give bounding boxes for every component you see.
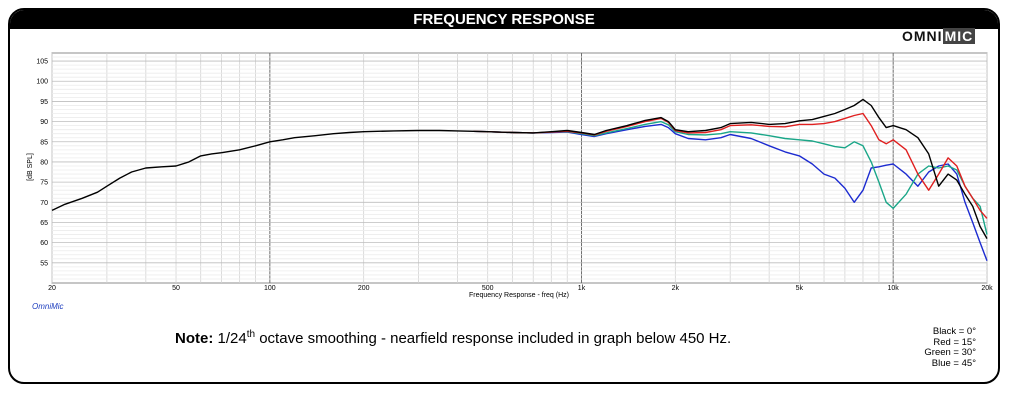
y-tick-label: 75 (40, 180, 48, 187)
x-tick-label: 500 (482, 285, 494, 292)
series-lines (51, 98, 988, 262)
x-tick-label: 2k (672, 285, 680, 292)
x-tick-label: 5k (796, 285, 804, 292)
note-pre: 1/24 (213, 330, 247, 347)
y-tick-label: 70 (40, 200, 48, 207)
x-tick-label: 100 (264, 285, 276, 292)
grid (51, 52, 988, 284)
legend: Black = 0° Red = 15° Green = 30° Blue = … (924, 326, 976, 369)
x-axis-label: Frequency Response - freq (Hz) (469, 292, 569, 299)
chart-title: FREQUENCY RESPONSE (10, 10, 998, 29)
note-post: octave smoothing - nearfield response in… (255, 330, 732, 347)
legend-entry-green: Green = 30° (924, 347, 976, 358)
y-tick-label: 95 (40, 99, 48, 106)
x-tick-label: 10k (888, 285, 900, 292)
tick-labels: 20 50 100 200 500 1k 2k 5k 10k 20k 55 60 65 70 75 80 85 9… (36, 59, 993, 292)
x-tick-label: 50 (172, 285, 180, 292)
y-tick-label: 60 (40, 240, 48, 247)
note-sup: th (246, 329, 256, 340)
y-tick-label: 55 (40, 260, 48, 267)
x-tick-label: 20 (48, 285, 56, 292)
brand-label: OmniMic (32, 302, 64, 311)
smoothing-note: Note: 1/24th octave smoothing - nearfiel… (175, 329, 731, 347)
legend-entry-black: Black = 0° (932, 326, 976, 337)
y-tick-label: 65 (40, 220, 48, 227)
logo-text-omni: OMNI (902, 28, 943, 44)
x-tick-label: 200 (358, 285, 370, 292)
series-line-000000 (51, 98, 988, 239)
logo-text-mic: MIC (942, 28, 976, 44)
plot-area (51, 52, 988, 284)
legend-entry-red: Red = 15° (933, 336, 976, 348)
omnimic-logo: OMNI MIC (902, 28, 976, 44)
y-axis-label: [dB SPL] (27, 153, 34, 181)
note-bold: Note: (175, 330, 214, 347)
y-tick-label: 105 (36, 59, 48, 66)
y-tick-label: 90 (40, 119, 48, 126)
y-tick-label: 85 (40, 139, 48, 146)
y-tick-label: 100 (36, 79, 48, 86)
x-tick-label: 20k (981, 285, 993, 292)
series-line-1aa688 (473, 120, 988, 235)
y-tick-label: 80 (40, 159, 48, 166)
series-line-1c2bd0 (473, 123, 988, 262)
legend-entry-blue: Blue = 45° (931, 357, 976, 369)
x-tick-label: 1k (578, 285, 586, 292)
